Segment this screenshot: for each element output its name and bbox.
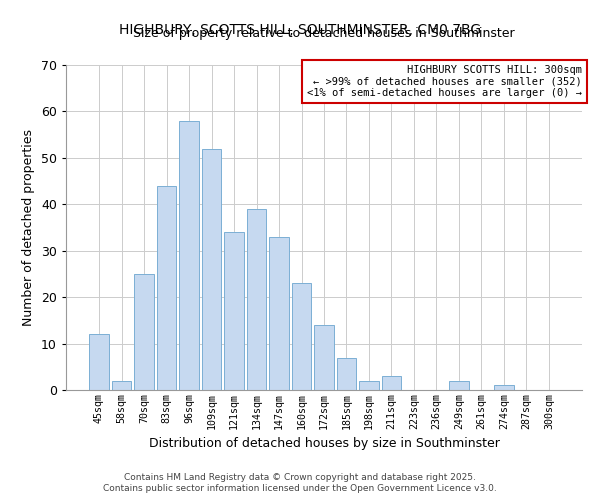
Bar — [292, 283, 311, 390]
Y-axis label: Number of detached properties: Number of detached properties — [22, 129, 35, 326]
Text: Contains HM Land Registry data © Crown copyright and database right 2025.: Contains HM Land Registry data © Crown c… — [124, 472, 476, 482]
Bar — [247, 209, 266, 390]
Bar — [449, 380, 469, 390]
Bar — [112, 380, 131, 390]
Bar — [269, 237, 289, 390]
Bar — [157, 186, 176, 390]
Title: Size of property relative to detached houses in Southminster: Size of property relative to detached ho… — [133, 27, 515, 40]
Bar — [359, 380, 379, 390]
Bar — [179, 120, 199, 390]
Text: HIGHBURY SCOTTS HILL: 300sqm
← >99% of detached houses are smaller (352)
<1% of : HIGHBURY SCOTTS HILL: 300sqm ← >99% of d… — [307, 65, 582, 98]
Text: Contains public sector information licensed under the Open Government Licence v3: Contains public sector information licen… — [103, 484, 497, 493]
Bar — [224, 232, 244, 390]
Bar — [494, 386, 514, 390]
Bar — [202, 148, 221, 390]
Bar — [89, 334, 109, 390]
Bar — [337, 358, 356, 390]
Text: HIGHBURY, SCOTTS HILL, SOUTHMINSTER, CM0 7BG: HIGHBURY, SCOTTS HILL, SOUTHMINSTER, CM0… — [119, 22, 481, 36]
Bar — [134, 274, 154, 390]
Bar — [314, 325, 334, 390]
Bar — [382, 376, 401, 390]
X-axis label: Distribution of detached houses by size in Southminster: Distribution of detached houses by size … — [149, 437, 499, 450]
